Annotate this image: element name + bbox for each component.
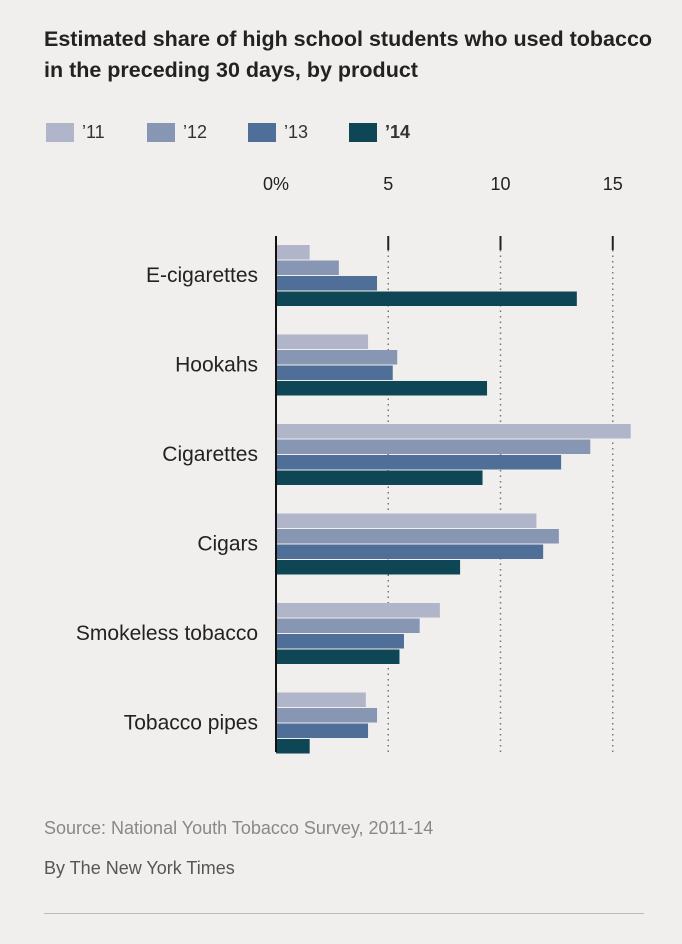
chart-title: Estimated share of high school students … (44, 27, 653, 82)
bar (276, 513, 537, 528)
legend-item: ’11 (46, 122, 147, 143)
x-tick-label: 15 (603, 174, 623, 194)
byline: By The New York Times (44, 858, 235, 878)
bar (276, 455, 562, 470)
bar (276, 245, 310, 260)
legend-label: ’14 (385, 122, 411, 142)
legend-label: ’13 (284, 122, 309, 142)
category-label: Hookahs (175, 354, 258, 377)
bar (276, 692, 366, 707)
legend-swatch (147, 123, 175, 142)
x-tick-label: 5 (383, 174, 393, 194)
bar (276, 544, 544, 559)
category-label: Smokeless tobacco (76, 622, 258, 645)
x-tick-label: 0% (263, 174, 289, 194)
legend-swatch (248, 123, 276, 142)
bar (276, 334, 369, 349)
bar (276, 708, 378, 723)
legend-item: ’14 (349, 122, 450, 143)
x-tick-label: 10 (490, 174, 510, 194)
legend-swatch (46, 123, 74, 142)
bar (276, 276, 378, 291)
legend-item: ’13 (248, 122, 349, 143)
source-note: Source: National Youth Tobacco Survey, 2… (44, 818, 434, 838)
divider (44, 913, 644, 914)
bar (276, 439, 591, 454)
bar (276, 649, 400, 664)
bar (276, 529, 559, 544)
bar (276, 365, 393, 380)
category-label: Tobacco pipes (124, 712, 258, 735)
legend: ’11 ’12 ’13 ’14 (46, 122, 450, 143)
bar (276, 470, 483, 485)
legend-label: ’11 (82, 122, 105, 142)
bar (276, 424, 631, 439)
bar (276, 381, 488, 396)
bar (276, 603, 440, 618)
bar (276, 260, 339, 275)
legend-label: ’12 (183, 122, 208, 142)
bar (276, 739, 310, 754)
bar (276, 350, 398, 365)
bar (276, 618, 420, 633)
category-label: Cigarettes (162, 443, 258, 466)
bar (276, 291, 577, 306)
category-label: E-cigarettes (146, 264, 258, 287)
legend-item: ’12 (147, 122, 248, 143)
legend-swatch (349, 123, 377, 142)
category-label: Cigars (197, 533, 258, 556)
bar (276, 723, 369, 738)
bar (276, 560, 461, 575)
bar (276, 634, 404, 649)
